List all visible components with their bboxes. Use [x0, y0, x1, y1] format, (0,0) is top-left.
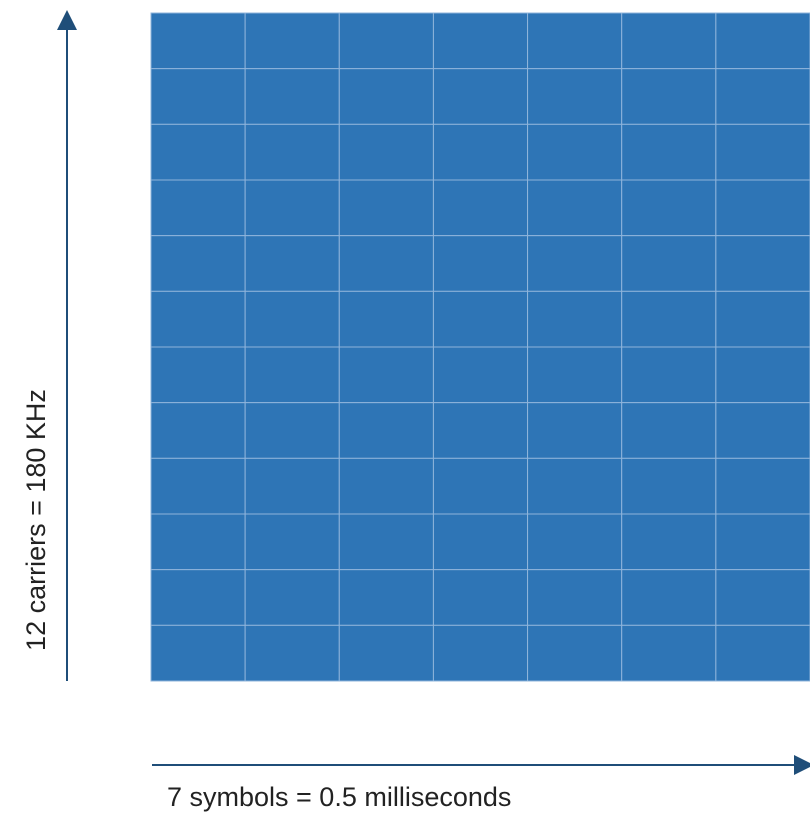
resource-element [715, 235, 810, 292]
resource-element [432, 402, 529, 459]
resource-element [432, 569, 529, 626]
resource-element [527, 68, 623, 125]
resource-element [527, 290, 623, 348]
resource-element [527, 235, 623, 292]
resource-element [150, 179, 246, 237]
resource-element [150, 624, 246, 682]
resource-element [527, 402, 623, 459]
resource-element [432, 513, 529, 571]
resource-element [338, 346, 434, 404]
resource-element [150, 68, 246, 125]
resource-element [432, 290, 529, 348]
resource-element [527, 569, 623, 626]
resource-element [432, 235, 529, 292]
resource-element [527, 513, 623, 571]
resource-element [244, 402, 340, 459]
resource-element [244, 179, 340, 237]
resource-element [150, 513, 246, 571]
resource-element [244, 12, 340, 70]
resource-element [715, 402, 810, 459]
resource-element [527, 179, 623, 237]
resource-element [621, 123, 717, 181]
resource-element [432, 457, 529, 515]
resource-element [244, 513, 340, 571]
resource-element [621, 290, 717, 348]
resource-element [150, 569, 246, 626]
resource-element [621, 624, 717, 682]
resource-element [338, 68, 434, 125]
resource-element [432, 346, 529, 404]
resource-element [527, 624, 623, 682]
resource-element [244, 235, 340, 292]
resource-element [621, 68, 717, 125]
resource-element [715, 457, 810, 515]
resource-element [432, 68, 529, 125]
resource-element [621, 402, 717, 459]
resource-element [715, 290, 810, 348]
resource-element [432, 179, 529, 237]
resource-element [244, 290, 340, 348]
resource-element [527, 346, 623, 404]
resource-element [338, 513, 434, 571]
resource-element [150, 346, 246, 404]
resource-element [621, 569, 717, 626]
resource-element [715, 624, 810, 682]
resource-element [338, 12, 434, 70]
resource-grid [150, 12, 810, 682]
resource-element [715, 569, 810, 626]
resource-element [527, 12, 623, 70]
resource-element [338, 569, 434, 626]
resource-element [621, 346, 717, 404]
resource-element [244, 346, 340, 404]
resource-element [150, 402, 246, 459]
resource-element [150, 235, 246, 292]
resource-element [244, 68, 340, 125]
resource-element [244, 569, 340, 626]
resource-element [244, 624, 340, 682]
resource-element [715, 513, 810, 571]
resource-element [338, 123, 434, 181]
resource-element [715, 346, 810, 404]
resource-element [715, 123, 810, 181]
resource-element [432, 123, 529, 181]
resource-element [621, 235, 717, 292]
resource-element [621, 12, 717, 70]
resource-element [621, 179, 717, 237]
frequency-axis-label: 12 carriers = 180 KHz [21, 389, 51, 651]
time-axis-label: 7 symbols = 0.5 milliseconds [167, 782, 511, 812]
resource-element [715, 68, 810, 125]
resource-element [150, 12, 246, 70]
resource-element [621, 513, 717, 571]
resource-element [150, 123, 246, 181]
resource-element [338, 624, 434, 682]
resource-element [244, 123, 340, 181]
resource-element [338, 179, 434, 237]
resource-element [432, 12, 529, 70]
resource-element [432, 624, 529, 682]
resource-element [338, 290, 434, 348]
resource-element [621, 457, 717, 515]
resource-element [338, 402, 434, 459]
resource-element [715, 12, 810, 70]
resource-element [338, 235, 434, 292]
resource-element [527, 457, 623, 515]
resource-element [150, 457, 246, 515]
resource-element [244, 457, 340, 515]
resource-element [338, 457, 434, 515]
resource-element [715, 179, 810, 237]
resource-element [527, 123, 623, 181]
resource-element [150, 290, 246, 348]
